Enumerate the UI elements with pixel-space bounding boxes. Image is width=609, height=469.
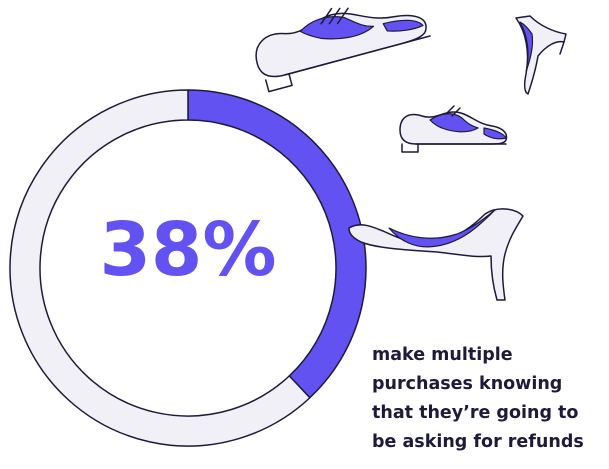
high-heel-icon <box>515 15 567 95</box>
donut-chart <box>9 89 367 447</box>
percent-label: 38% <box>99 207 276 293</box>
high-heel-icon <box>348 208 524 301</box>
caption-line: purchases knowing <box>372 374 563 394</box>
oxford-shoe-icon <box>255 7 431 93</box>
caption: make multiple purchases knowing that the… <box>372 341 604 457</box>
caption-line: that they’re going to <box>372 403 579 423</box>
caption-line: make multiple <box>372 345 513 365</box>
caption-line: be asking for refunds <box>372 432 584 452</box>
donut-slice-remainder <box>9 89 311 447</box>
oxford-shoe-icon <box>399 105 508 153</box>
